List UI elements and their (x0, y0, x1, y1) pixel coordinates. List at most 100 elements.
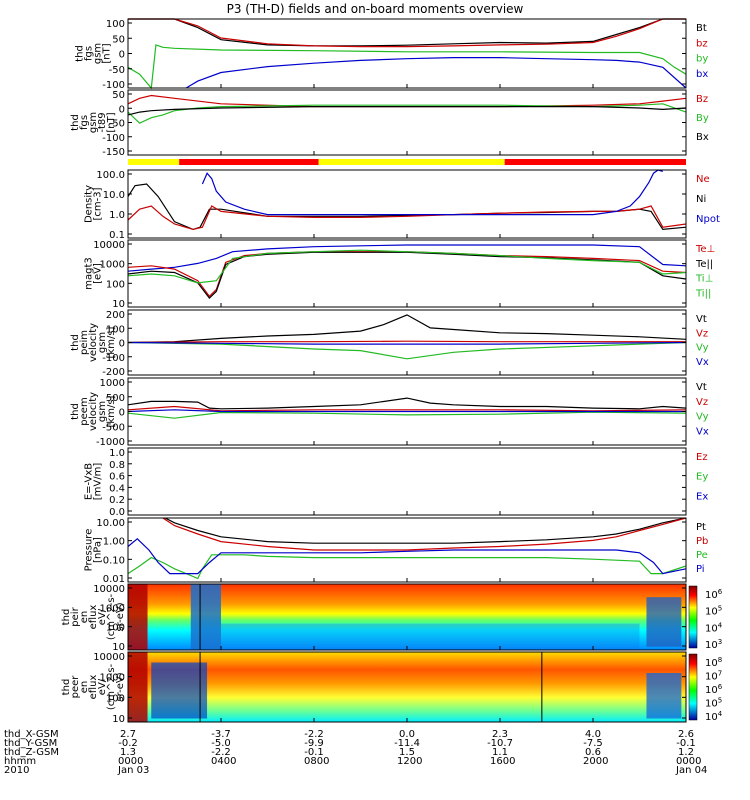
series-vy-line (127, 341, 687, 360)
spectrogram-patch (221, 623, 640, 650)
legend-bt: Bt (696, 23, 707, 34)
y-tick-label: 100 (106, 324, 125, 335)
series-vz-line (127, 405, 687, 412)
panel-1 (127, 18, 687, 90)
y-axis-label: [eV] (93, 263, 104, 284)
spectrogram-patch (190, 584, 221, 650)
y-axis-label: thd (70, 334, 81, 351)
y-tick-label: 100 (106, 279, 125, 290)
mode-segment (128, 159, 180, 165)
y-tick-label: 50 (112, 90, 125, 101)
y-tick-label: 100 (106, 693, 125, 704)
legend-vx: Vx (696, 426, 709, 437)
y-axis-label: eV/ (97, 608, 108, 625)
colorbar-label: 104 (705, 710, 723, 723)
series-bz-line (128, 18, 686, 48)
y-axis-label: [km/s] (106, 326, 117, 358)
ephemeris-value: Jan 03 (117, 765, 149, 776)
legend-npot: Npot (696, 214, 720, 225)
y-tick-label: 0 (119, 339, 125, 350)
y-axis-label: velocity (88, 323, 99, 362)
y-axis-label: thd (61, 679, 72, 696)
y-tick-label: 10.0 (103, 190, 125, 201)
colorbar-label: 106 (705, 588, 723, 601)
y-tick-label: -50 (109, 65, 125, 76)
legend-vz: Vz (696, 397, 708, 408)
spectrogram-patch (646, 597, 682, 647)
y-axis-label: eV/ (97, 678, 108, 695)
y-tick-label: -100 (102, 353, 125, 364)
y-axis-label: peim (79, 330, 90, 355)
series-bt-line (128, 18, 686, 47)
mode-segment (318, 159, 505, 165)
panel-frame (127, 89, 687, 156)
spectrogram (128, 652, 686, 722)
y-axis-label: thd (61, 609, 72, 626)
legend-te: Te|| (695, 259, 713, 270)
ephemeris-label: thd_Y-GSM (4, 738, 57, 749)
series-ti-line (127, 244, 687, 272)
y-axis-label: eflux (88, 675, 99, 700)
y-tick-label: 500 (106, 393, 125, 404)
panel-frame (127, 447, 687, 516)
legend-vx: Vx (696, 357, 709, 368)
series-te-line (127, 251, 687, 298)
panel-8 (127, 517, 687, 583)
ephemeris-value: 1.2 (678, 747, 694, 758)
series-vz-line (127, 340, 686, 344)
panel-frame (127, 18, 687, 89)
y-axis-label: (cm^2-s- (106, 663, 117, 710)
legend-by: by (696, 54, 708, 65)
series-vx-line (127, 341, 687, 345)
y-tick-label: 1.0 (109, 448, 125, 459)
y-axis-label: velocity (88, 392, 99, 431)
mode-segment (504, 159, 686, 165)
legend-bz: bz (696, 38, 708, 49)
ephemeris-value: 2.6 (678, 729, 694, 740)
y-axis-label: [mV/m] (93, 463, 104, 501)
ephemeris-value: 0800 (304, 756, 329, 767)
y-tick-label: -50 (109, 119, 125, 130)
legend-ti: Ti|| (695, 288, 711, 299)
y-tick-label: 1000 (100, 378, 125, 389)
y-axis-label: thd (75, 45, 86, 62)
series-npot-line (201, 169, 663, 216)
ephemeris-value: 2.7 (120, 729, 136, 740)
spectrogram-edge (128, 584, 148, 650)
series-by-line (127, 103, 687, 124)
ephemeris-value: -7.5 (583, 738, 603, 749)
series-vt-line (127, 314, 687, 344)
y-axis-label: Pressure (84, 529, 95, 572)
mode-segment (179, 159, 319, 165)
panel-4 (127, 239, 687, 308)
y-axis-label: thd (70, 114, 81, 131)
legend-ez: Ez (696, 452, 708, 463)
y-tick-label: 100 (106, 623, 125, 634)
y-tick-label: 100 (106, 19, 125, 30)
series-ne-line (127, 205, 687, 231)
colorbar: 106 105 104 103 (688, 585, 723, 651)
ephemeris-value: Jan 04 (675, 765, 707, 776)
legend-pe: Pe (696, 550, 708, 561)
series-bx-line (185, 57, 687, 89)
legend-vt: Vt (696, 314, 707, 325)
y-tick-label: 10 (112, 299, 125, 310)
y-tick-label: 0.6 (109, 472, 125, 483)
y-axis-label: eflux (88, 605, 99, 630)
legend-ey: Ey (696, 472, 708, 483)
colorbar-label: 108 (705, 656, 722, 669)
series-vx-line (127, 409, 686, 413)
legend-vy: Vy (696, 412, 709, 423)
ephemeris-value: -5.0 (211, 738, 231, 749)
legend-pt: Pt (696, 522, 706, 533)
spectrogram-edge (128, 652, 148, 722)
colorbar-label: 105 (705, 605, 722, 618)
legend-ne: Ne (696, 174, 710, 185)
y-tick-label: 0 (119, 50, 125, 61)
legend-ti: Ti⊥ (695, 274, 713, 285)
ephemeris-value: 0.6 (585, 747, 601, 758)
y-axis-label: [nT] (102, 43, 113, 63)
colorbar-label: 105 (705, 697, 722, 710)
legend-pi: Pi (696, 564, 705, 575)
ephemeris-value: -0.1 (676, 738, 696, 749)
